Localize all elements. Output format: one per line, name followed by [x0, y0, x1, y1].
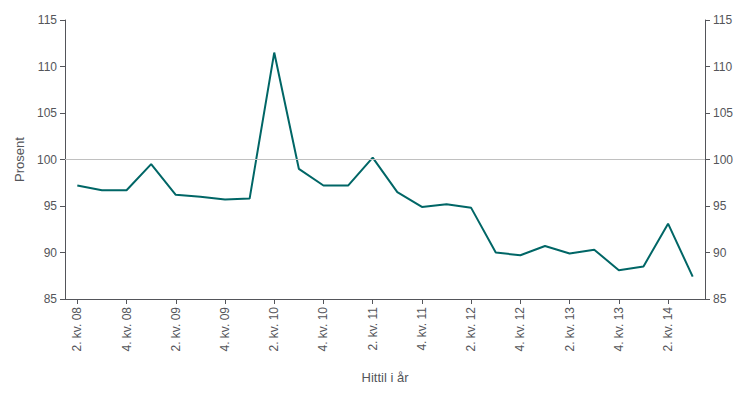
svg-text:115: 115 [713, 13, 732, 27]
svg-text:105: 105 [37, 106, 57, 120]
svg-text:85: 85 [44, 292, 58, 306]
svg-text:4. kv. 08: 4. kv. 08 [120, 307, 134, 352]
svg-text:2. kv. 12: 2. kv. 12 [464, 307, 478, 352]
svg-text:2. kv. 10: 2. kv. 10 [267, 307, 281, 352]
svg-text:85: 85 [713, 292, 727, 306]
svg-text:4. kv. 13: 4. kv. 13 [612, 307, 626, 352]
svg-text:4. kv. 09: 4. kv. 09 [218, 307, 232, 352]
svg-text:2. kv. 09: 2. kv. 09 [169, 307, 183, 352]
svg-text:2. kv. 11: 2. kv. 11 [366, 307, 380, 351]
svg-text:115: 115 [38, 13, 57, 27]
svg-text:95: 95 [713, 199, 727, 213]
svg-text:110: 110 [38, 60, 57, 74]
svg-text:90: 90 [44, 246, 58, 260]
svg-text:110: 110 [713, 60, 732, 74]
svg-text:2. kv. 14: 2. kv. 14 [661, 307, 675, 352]
svg-text:2. kv. 13: 2. kv. 13 [563, 307, 577, 352]
svg-text:105: 105 [713, 106, 733, 120]
svg-text:100: 100 [713, 153, 733, 167]
svg-text:90: 90 [713, 246, 727, 260]
svg-text:2. kv. 08: 2. kv. 08 [70, 307, 84, 352]
svg-text:100: 100 [37, 153, 57, 167]
svg-text:Hittil i år: Hittil i år [362, 370, 410, 385]
svg-text:95: 95 [44, 199, 58, 213]
svg-text:Prosent: Prosent [12, 137, 27, 182]
svg-text:4. kv. 11: 4. kv. 11 [415, 307, 429, 351]
svg-text:4. kv. 10: 4. kv. 10 [316, 307, 330, 352]
svg-text:4. kv. 12: 4. kv. 12 [513, 307, 527, 352]
